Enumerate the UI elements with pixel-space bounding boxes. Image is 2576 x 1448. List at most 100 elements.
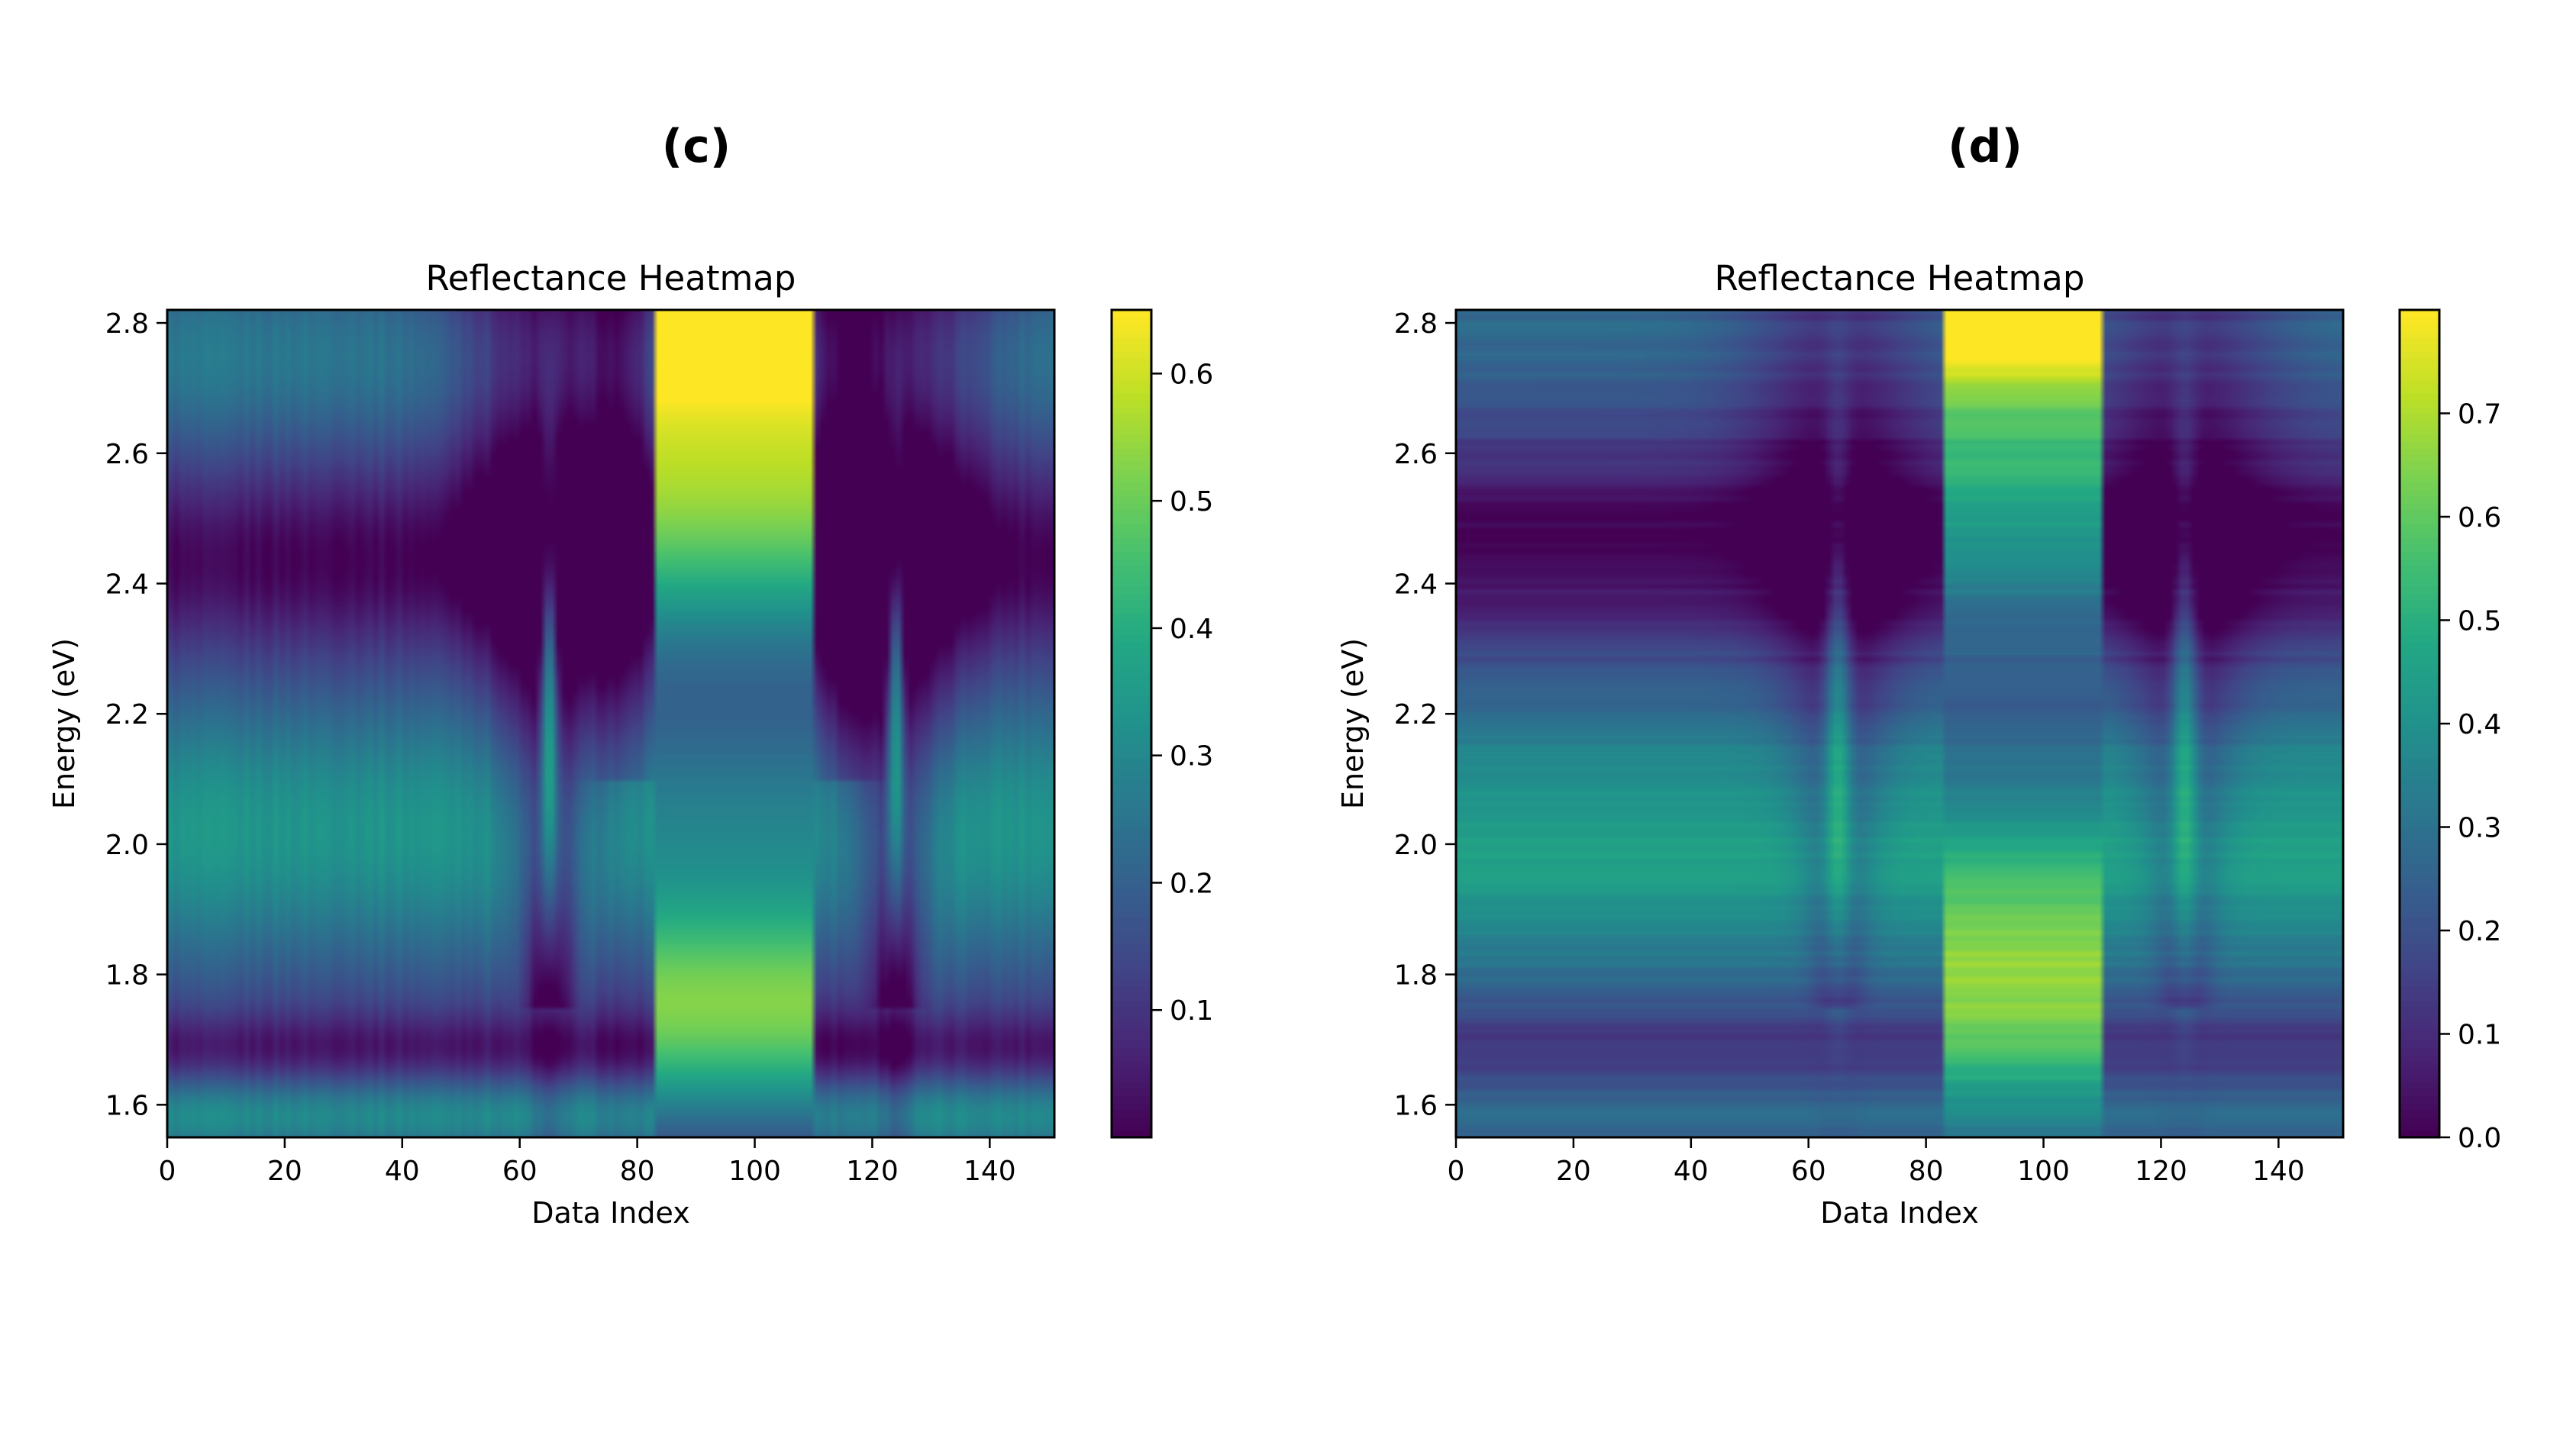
colorbar-step (1112, 558, 1151, 566)
colorbar-step (2400, 992, 2439, 1001)
colorbar-step (1112, 1109, 1151, 1117)
colorbar-step (2400, 537, 2439, 546)
colorbar-step (2400, 930, 2439, 939)
colorbar-step (1112, 509, 1151, 518)
colorbar-step (2400, 737, 2439, 746)
colorbar-step (1112, 517, 1151, 525)
colorbar-step (1112, 765, 1151, 773)
colorbar-step (2400, 1130, 2439, 1138)
colorbar-step (1112, 379, 1151, 387)
colorbar-step (2400, 475, 2439, 483)
colorbar-step (1112, 799, 1151, 808)
plot-frame (1454, 308, 2345, 1139)
colorbar-step (2400, 716, 2439, 724)
colorbar-step (2400, 840, 2439, 849)
colorbar-step (2400, 1095, 2439, 1104)
colorbar-step (2400, 682, 2439, 690)
colorbar-step (2400, 372, 2439, 380)
colorbar-step (2400, 813, 2439, 821)
x-tick-label: 60 (502, 1156, 537, 1187)
colorbar-step (2400, 579, 2439, 587)
colorbar-step (2400, 923, 2439, 931)
colorbar-step (2400, 985, 2439, 994)
x-tick-label: 80 (620, 1156, 655, 1187)
y-axis-label: Energy (eV) (1336, 638, 1370, 809)
colorbar-step (2400, 702, 2439, 711)
colorbar-step (2400, 1109, 2439, 1117)
colorbar-step (1112, 1102, 1151, 1111)
colorbar-tick-label: 0.1 (2458, 1020, 2501, 1051)
colorbar-step (1112, 751, 1151, 759)
colorbar-step (2400, 744, 2439, 753)
colorbar-step (1112, 620, 1151, 628)
colorbar-tick-label: 0.4 (2458, 709, 2501, 740)
colorbar-step (1112, 1047, 1151, 1056)
colorbar-step (2400, 565, 2439, 573)
colorbar-step (2400, 724, 2439, 732)
colorbar-tick-label: 0.6 (1170, 359, 1213, 390)
colorbar-step (2400, 965, 2439, 973)
colorbar-step (1112, 716, 1151, 724)
colorbar-step (1112, 544, 1151, 553)
colorbar-step (1112, 434, 1151, 442)
colorbar-step (2400, 765, 2439, 773)
colorbar-step (1112, 565, 1151, 573)
colorbar-step (2400, 1068, 2439, 1076)
colorbar-step (1112, 999, 1151, 1008)
colorbar-step (2400, 792, 2439, 801)
colorbar-step (1112, 972, 1151, 980)
colorbar-step (1112, 902, 1151, 911)
colorbar-step (1112, 820, 1151, 828)
colorbar-step (2400, 916, 2439, 924)
colorbar-step (2400, 979, 2439, 987)
colorbar-step (1112, 413, 1151, 421)
colorbar-step (1112, 1068, 1151, 1076)
colorbar-step (1112, 1088, 1151, 1097)
colorbar-step (2400, 544, 2439, 553)
colorbar-step (1112, 654, 1151, 663)
colorbar-step (2400, 517, 2439, 525)
colorbar-step (1112, 489, 1151, 497)
colorbar-step (1112, 599, 1151, 608)
colorbar-step (2400, 668, 2439, 676)
colorbar-tick-label: 0.6 (2458, 502, 2501, 534)
colorbar-step (2400, 392, 2439, 401)
colorbar-step (1112, 592, 1151, 601)
colorbar-step (2400, 882, 2439, 890)
colorbar-step (2400, 337, 2439, 346)
x-tick-label: 40 (1674, 1156, 1709, 1187)
colorbar-step (1112, 310, 1151, 318)
colorbar-step (2400, 1027, 2439, 1035)
colorbar-step (2400, 358, 2439, 366)
plot-title: Reflectance Heatmap (1715, 258, 2085, 298)
y-tick-label: 1.6 (105, 1090, 149, 1121)
colorbar-step (1112, 351, 1151, 360)
colorbar-step (1112, 979, 1151, 987)
colorbar-step (2400, 434, 2439, 442)
colorbar-step (2400, 447, 2439, 456)
x-tick-label: 120 (2135, 1156, 2187, 1187)
colorbar-step (1112, 1034, 1151, 1042)
colorbar-step (1112, 585, 1151, 594)
colorbar-step (2400, 1088, 2439, 1097)
colorbar-step (2400, 895, 2439, 904)
colorbar-step (1112, 531, 1151, 539)
colorbar-step (1112, 772, 1151, 780)
colorbar-step (2400, 613, 2439, 621)
colorbar-step (1112, 702, 1151, 711)
x-tick-label: 0 (159, 1156, 176, 1187)
colorbar-step (2400, 427, 2439, 435)
colorbar-step (1112, 440, 1151, 449)
y-tick-label: 2.6 (1394, 439, 1438, 470)
heatmap-image (167, 310, 1054, 1137)
y-tick-label: 1.6 (1394, 1090, 1438, 1121)
colorbar-step (1112, 372, 1151, 380)
colorbar-step (2400, 440, 2439, 449)
x-tick-label: 80 (1909, 1156, 1944, 1187)
colorbar-step (1112, 572, 1151, 580)
colorbar-step (1112, 399, 1151, 408)
colorbar-step (1112, 985, 1151, 994)
y-tick-label: 2.2 (105, 699, 149, 730)
colorbar: 0.1 0.2 0.3 0.4 0.5 0.6 (1110, 308, 1213, 1139)
colorbar-step (1112, 551, 1151, 560)
